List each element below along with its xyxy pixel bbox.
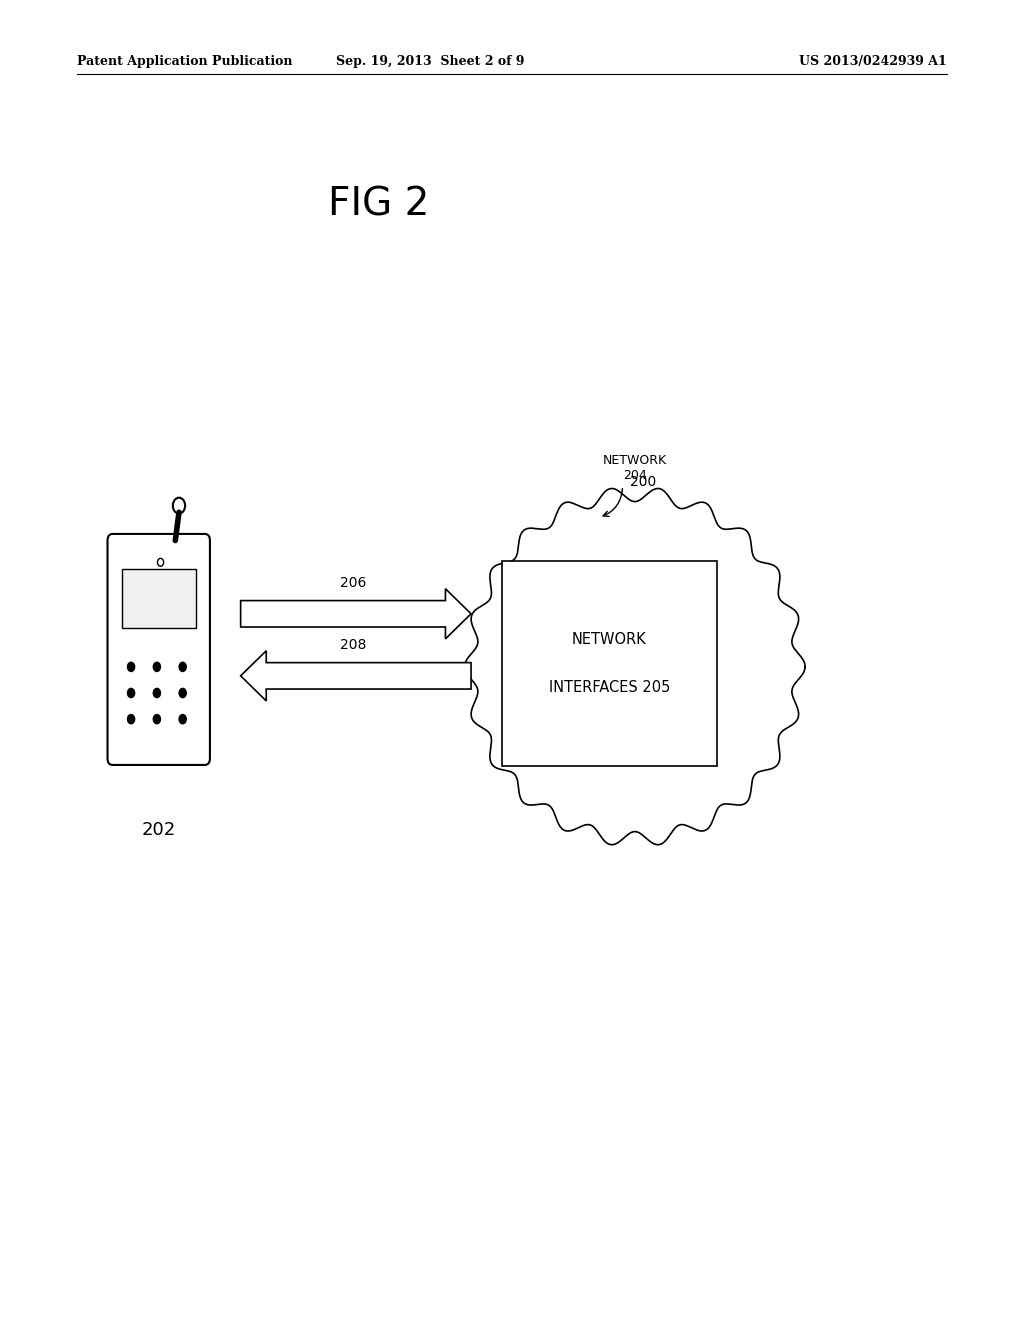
Circle shape xyxy=(179,663,186,672)
Text: US 2013/0242939 A1: US 2013/0242939 A1 xyxy=(800,55,947,69)
Text: INTERFACES 205: INTERFACES 205 xyxy=(549,680,670,694)
Circle shape xyxy=(154,689,161,697)
Circle shape xyxy=(154,663,161,672)
Circle shape xyxy=(127,663,135,672)
Text: NETWORK
204: NETWORK 204 xyxy=(603,454,667,482)
Circle shape xyxy=(127,689,135,697)
Text: NETWORK: NETWORK xyxy=(572,632,646,647)
Text: Patent Application Publication: Patent Application Publication xyxy=(77,55,292,69)
Text: Sep. 19, 2013  Sheet 2 of 9: Sep. 19, 2013 Sheet 2 of 9 xyxy=(336,55,524,69)
Polygon shape xyxy=(241,651,471,701)
Circle shape xyxy=(179,689,186,697)
Circle shape xyxy=(179,714,186,723)
Text: 206: 206 xyxy=(340,576,367,590)
Bar xyxy=(502,561,717,766)
Text: 208: 208 xyxy=(340,638,367,652)
Text: 200: 200 xyxy=(630,475,656,488)
FancyBboxPatch shape xyxy=(122,569,196,628)
Polygon shape xyxy=(241,589,471,639)
FancyBboxPatch shape xyxy=(108,533,210,766)
Text: 202: 202 xyxy=(141,821,176,840)
Circle shape xyxy=(127,714,135,723)
Text: FIG 2: FIG 2 xyxy=(329,186,429,223)
Circle shape xyxy=(154,714,161,723)
